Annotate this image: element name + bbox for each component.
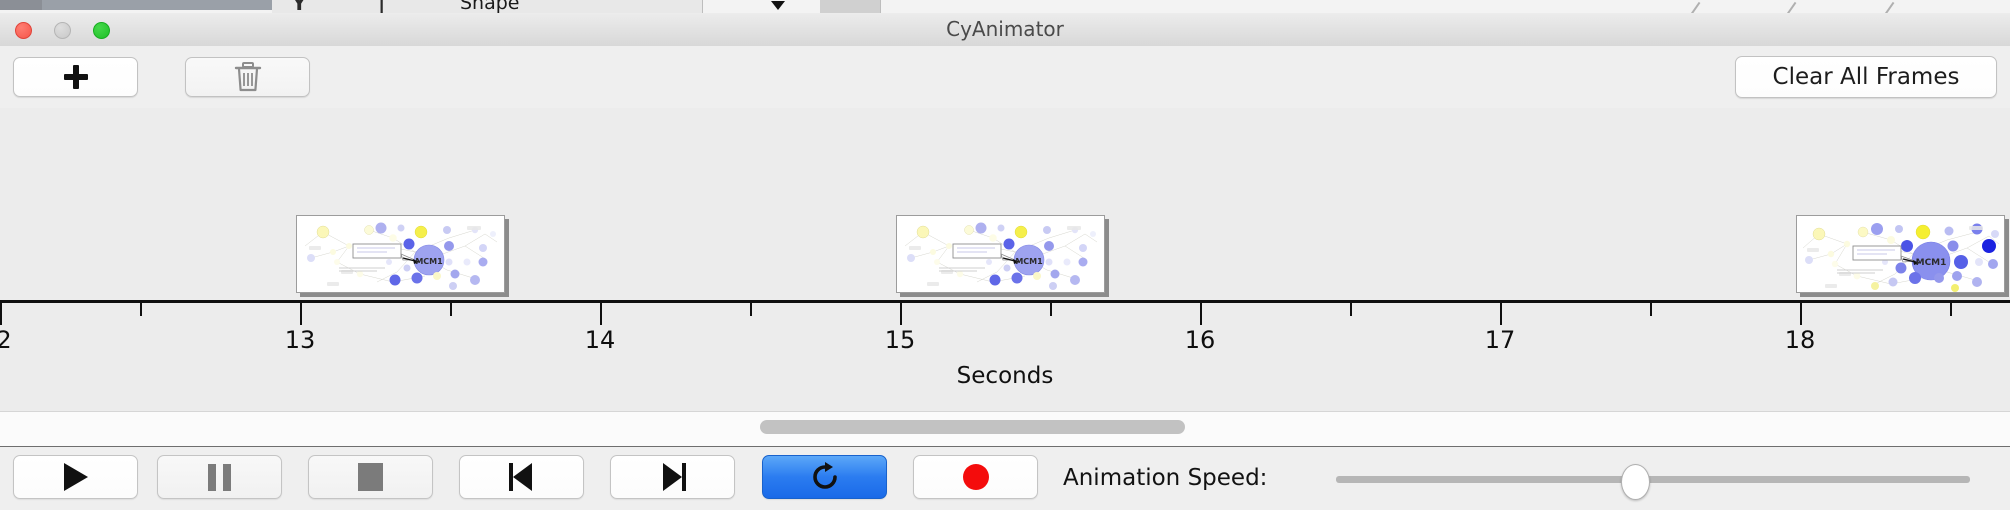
svg-text:MCM1: MCM1: [1916, 258, 1947, 268]
background-tab-4: [820, 0, 881, 13]
timeline-scrollbar-thumb[interactable]: [760, 420, 1185, 434]
timeline-scrollbar[interactable]: [0, 411, 2010, 448]
tick-major: [0, 303, 2, 325]
tick-label: 15: [884, 326, 916, 354]
tick-label: 2: [0, 326, 12, 354]
frame-toolbar: Clear All Frames: [0, 46, 2010, 110]
delete-frame-button[interactable]: [185, 57, 310, 97]
background-arrow-icon: [771, 1, 785, 10]
tick-label: 13: [284, 326, 316, 354]
playback-control-bar: Animation Speed:: [0, 447, 2010, 510]
timeline-frame-1[interactable]: MCM1: [296, 215, 505, 293]
close-window-button[interactable]: [15, 22, 32, 39]
animation-speed-label: Animation Speed:: [1063, 465, 1268, 491]
skip-to-end-button[interactable]: [610, 455, 735, 499]
background-window-dark-left: [0, 0, 42, 10]
tick-minor: [1650, 303, 1652, 316]
minimize-window-button[interactable]: [54, 22, 71, 39]
tick-minor: [1950, 303, 1952, 316]
background-window-label: Shape: [460, 0, 520, 13]
title-bar[interactable]: CyAnimator: [0, 13, 2010, 47]
timeline-panel[interactable]: MCM1: [0, 108, 2010, 411]
timeline-frame-2[interactable]: MCM1: [896, 215, 1105, 293]
background-slash-1: [1689, 1, 1701, 13]
timeline-ruler-line: [0, 300, 2010, 303]
record-button[interactable]: [913, 455, 1038, 499]
tick-major: [300, 303, 302, 325]
background-slash-2: [1785, 1, 1797, 13]
background-window-dark-left-2: [42, 0, 272, 10]
stop-button[interactable]: [308, 455, 433, 499]
pause-icon: [208, 463, 231, 491]
tick-major: [1800, 303, 1802, 325]
tick-label: 16: [1184, 326, 1216, 354]
plus-icon: [63, 64, 89, 90]
timeline-frame-3[interactable]: MCM1: [1796, 215, 2005, 293]
background-tab-3: [522, 0, 703, 13]
record-icon: [962, 464, 989, 490]
play-button[interactable]: [13, 455, 138, 499]
play-icon: [63, 463, 88, 491]
clear-all-frames-label: Clear All Frames: [1772, 64, 1960, 90]
tick-minor: [1350, 303, 1352, 316]
tick-label: 17: [1484, 326, 1516, 354]
skip-end-icon: [658, 463, 688, 491]
tick-major: [900, 303, 902, 325]
tick-label: 14: [584, 326, 616, 354]
tick-minor: [750, 303, 752, 316]
loop-button[interactable]: [762, 455, 887, 499]
loop-icon: [812, 462, 837, 489]
trash-icon: [234, 62, 261, 92]
slider-track: [1336, 476, 1970, 483]
stop-icon: [358, 463, 383, 491]
tick-major: [1200, 303, 1202, 325]
background-window-strip: Y | Shape: [0, 0, 2010, 13]
animation-speed-slider[interactable]: [1336, 464, 1970, 500]
tick-minor: [1050, 303, 1052, 316]
tick-minor: [450, 303, 452, 316]
slider-thumb[interactable]: [1620, 464, 1650, 500]
pause-button[interactable]: [157, 455, 282, 499]
background-slash-3: [1883, 1, 1895, 13]
skip-to-start-button[interactable]: [459, 455, 584, 499]
svg-text:MCM1: MCM1: [1015, 257, 1043, 266]
svg-text:MCM1: MCM1: [415, 257, 443, 266]
tick-major: [600, 303, 602, 325]
tick-major: [1500, 303, 1502, 325]
skip-start-icon: [507, 463, 537, 491]
window-title: CyAnimator: [946, 17, 1064, 41]
maximize-window-button[interactable]: [93, 22, 110, 39]
tick-minor: [140, 303, 142, 316]
timeline-axis-title: Seconds: [956, 363, 1054, 389]
add-frame-button[interactable]: [13, 57, 138, 97]
clear-all-frames-button[interactable]: Clear All Frames: [1735, 56, 1997, 98]
tick-label: 18: [1784, 326, 1816, 354]
